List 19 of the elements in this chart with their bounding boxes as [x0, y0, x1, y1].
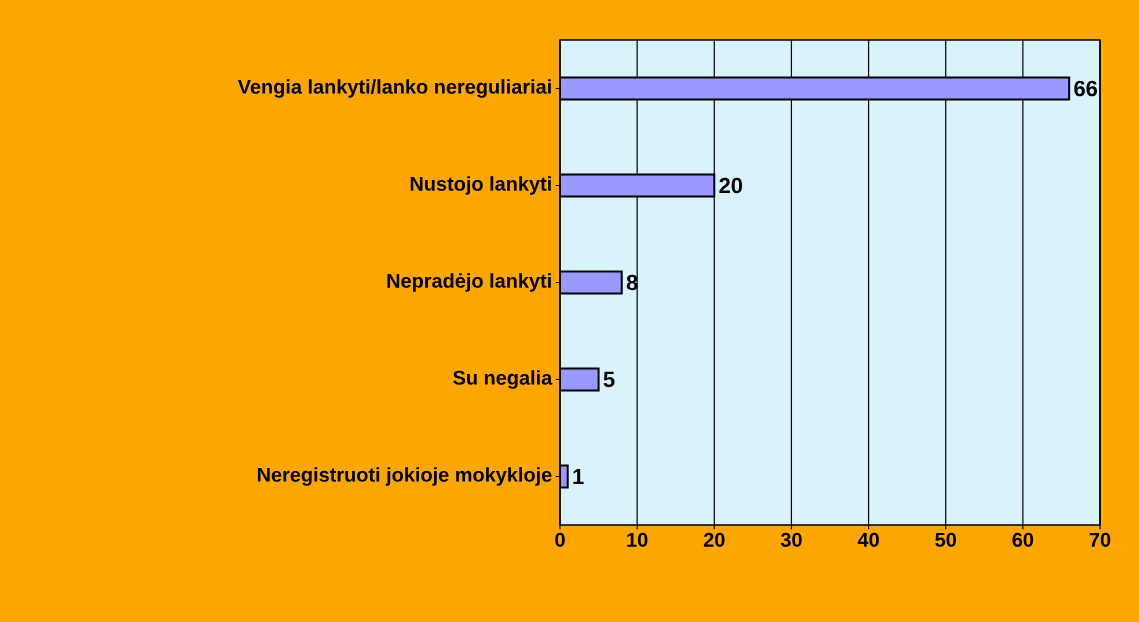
- bar: [560, 173, 716, 198]
- x-tick-label: 70: [1089, 532, 1111, 547]
- data-label: 66: [1074, 80, 1098, 97]
- x-tick-label: 0: [555, 532, 565, 547]
- x-tick-label: 40: [857, 532, 879, 547]
- y-tick-label: Nustojo lankyti: [410, 176, 551, 195]
- x-tick-label: 30: [780, 532, 802, 547]
- data-label: 5: [603, 371, 615, 388]
- data-label: 20: [719, 177, 743, 194]
- y-tick-label: Su negalia: [453, 370, 553, 389]
- x-tick-label: 60: [1012, 532, 1034, 547]
- y-tick-label: Nepradėjo lankyti: [387, 273, 551, 292]
- y-tick-label: Neregistruoti jokioje mokykloje: [257, 467, 552, 486]
- x-tick-label: 20: [703, 532, 725, 547]
- y-tick-label: Vengia lankyti/lanko nereguliariai: [237, 79, 551, 98]
- data-label: 1: [573, 468, 584, 485]
- bar: [560, 76, 1071, 101]
- x-tick-label: 50: [935, 532, 956, 547]
- x-tick-label: 10: [627, 532, 648, 547]
